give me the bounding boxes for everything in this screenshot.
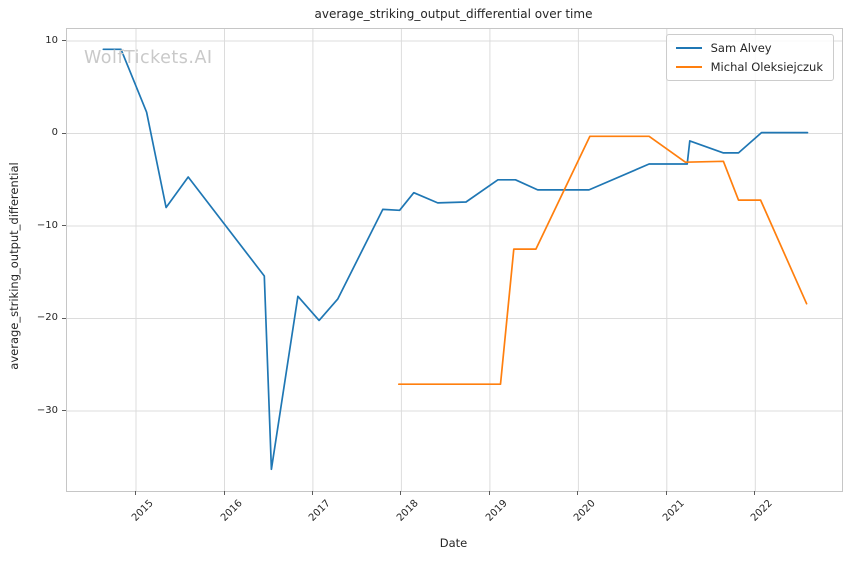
chart-title: average_striking_output_differential ove… — [314, 7, 593, 21]
y-tick-label: −20 — [36, 312, 58, 323]
y-tick-mark — [62, 225, 66, 226]
legend-item-sam-alvey: Sam Alvey — [675, 41, 823, 55]
chart-canvas — [67, 29, 842, 491]
legend-line-swatch-orange — [675, 66, 702, 68]
x-tick-label: 2016 — [218, 498, 245, 524]
x-tick-mark — [665, 491, 667, 495]
legend-item-michal-oleksiejczuk: Michal Oleksiejczuk — [675, 60, 823, 74]
y-tick-mark — [62, 317, 66, 319]
x-tick-mark — [400, 491, 402, 495]
y-tick-label: −10 — [36, 219, 58, 231]
x-tick-label: 2018 — [395, 498, 422, 524]
y-tick-label: 0 — [51, 127, 58, 138]
x-tick-mark — [754, 491, 756, 495]
watermark: WolfTickets.AI — [84, 48, 213, 68]
x-tick-mark — [135, 491, 136, 495]
x-tick-label: 2020 — [572, 498, 599, 524]
x-tick-mark — [311, 491, 313, 495]
x-tick-mark — [488, 491, 490, 495]
legend-label: Sam Alvey — [710, 41, 772, 55]
legend: Sam Alvey Michal Oleksiejczuk — [665, 34, 834, 81]
x-tick-label: 2019 — [483, 498, 510, 524]
x-tick-label: 2017 — [306, 498, 333, 524]
plot-area: WolfTickets.AI Sam Alvey Michal Oleksiej… — [66, 28, 843, 492]
series-line-sam-alvey — [102, 48, 809, 471]
y-tick-label: 10 — [45, 34, 58, 46]
x-tick-label: 2021 — [660, 498, 687, 524]
x-tick-label: 2022 — [749, 498, 776, 524]
x-axis-label: Date — [439, 536, 468, 550]
series-line-michal-oleksiejczuk — [397, 135, 808, 386]
x-tick-label: 2015 — [130, 498, 156, 524]
y-tick-mark — [62, 132, 66, 134]
x-tick-mark — [577, 491, 579, 495]
legend-line-swatch-blue — [675, 47, 702, 49]
x-tick-mark — [223, 491, 225, 495]
legend-label: Michal Oleksiejczuk — [710, 60, 823, 74]
y-axis-label: average_striking_output_differential — [7, 162, 21, 370]
y-tick-mark — [62, 40, 66, 41]
y-tick-mark — [62, 410, 66, 411]
y-tick-label: −30 — [36, 404, 58, 416]
